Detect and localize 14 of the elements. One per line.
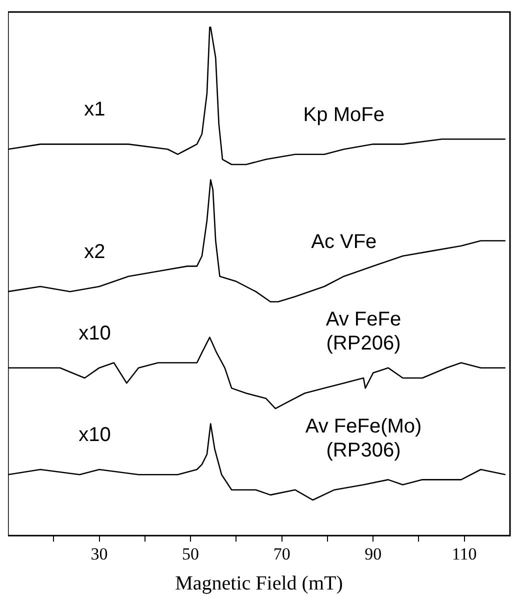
series-label: Av FeFe(Mo) (RP306) [305,415,422,462]
series-label: Kp MoFe [303,104,384,126]
annotation: x1 [84,98,106,121]
x-tick-label: 110 [452,544,477,564]
annotation: x2 [84,241,106,264]
series-label: Av FeFe (RP206) [326,308,402,355]
annotation: x10 [78,322,111,344]
x-tick-label: 30 [90,544,108,564]
series-label: Ac VFe [311,230,377,253]
x-tick-label: 70 [273,544,290,564]
x-tick-label: 50 [182,544,200,564]
x-tick-label: 90 [364,544,382,564]
annotation: x10 [78,424,111,446]
x-axis-title: Magnetic Field (mT) [175,572,343,594]
